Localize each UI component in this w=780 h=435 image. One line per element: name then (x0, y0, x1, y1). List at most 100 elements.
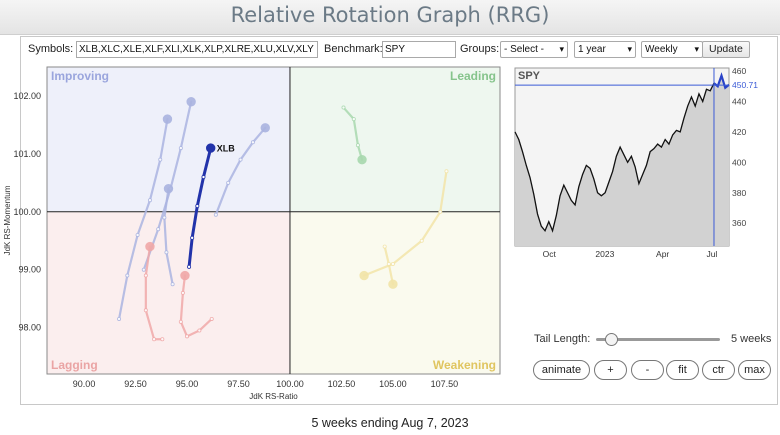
x-tick-label: 97.50 (227, 379, 250, 389)
tail-point (190, 235, 195, 240)
fit-button[interactable]: fit (666, 360, 699, 380)
tail-point (162, 215, 167, 220)
tail-line (163, 187, 174, 286)
chevron-down-icon: ▾ (559, 44, 564, 54)
quadrant-label-lagging: Lagging (51, 358, 98, 372)
tail-point (160, 337, 165, 342)
tail-point (187, 264, 192, 269)
tail-point (390, 261, 395, 266)
tail-point (355, 143, 360, 148)
tail-point (152, 337, 157, 342)
footer-caption: 5 weeks ending Aug 7, 2023 (311, 416, 469, 430)
faded-tail (117, 114, 173, 321)
tail-head-point (162, 114, 173, 124)
max-button[interactable]: max (738, 360, 771, 380)
quadrant-lagging (47, 211, 290, 374)
tail-point (444, 169, 449, 174)
chevron-down-icon: ▾ (694, 44, 699, 54)
tail-head-point (186, 97, 196, 107)
frequency-select-value: Weekly (645, 44, 678, 55)
tail-point (156, 227, 161, 232)
y-axis-label: JdK RS-Momentum (3, 185, 12, 255)
tail-point (226, 180, 231, 185)
tail-head-point (163, 183, 174, 194)
tail-head-point (388, 279, 398, 289)
x-tick-label: 90.00 (73, 379, 96, 389)
tail-point (386, 261, 391, 266)
x-tick-label: 95.00 (176, 379, 199, 389)
quadrant-label-improving: Improving (51, 69, 109, 83)
tail-point (147, 198, 152, 203)
y-tick-label: 99.00 (18, 265, 41, 275)
tail-length-slider-handle[interactable] (604, 333, 618, 346)
tail-head-point (260, 123, 270, 133)
faded-tail (359, 169, 449, 281)
tail-point (180, 290, 185, 295)
groups-select[interactable]: - Select - ▾ (500, 41, 568, 58)
x-tick-label: 107.50 (431, 379, 459, 389)
x-axis-label: JdK RS-Ratio (249, 392, 298, 401)
tail-point (195, 204, 200, 209)
tail-point (185, 334, 190, 339)
symbols-label: Symbols: (28, 43, 74, 55)
animate-button[interactable]: animate (533, 360, 590, 380)
quadrant-label-leading: Leading (450, 69, 496, 83)
tail-point (143, 308, 148, 313)
faded-tail (382, 244, 398, 289)
tail-point (164, 250, 169, 255)
benchmark-input[interactable]: SPY (382, 41, 456, 58)
tail-point (158, 157, 163, 162)
series-xlb: XLB (187, 143, 236, 269)
center-button[interactable]: ctr (702, 360, 735, 380)
symbols-input[interactable]: XLB,XLC,XLE,XLF,XLI,XLK,XLP,XLRE,XLU,XLV… (76, 41, 318, 58)
tail-head-point (145, 241, 155, 252)
tail-point (178, 146, 183, 151)
faded-tail (213, 123, 270, 217)
groups-label: Groups: (460, 43, 500, 55)
tail-point (178, 319, 183, 324)
period-select[interactable]: 1 year ▾ (574, 41, 636, 58)
tail-length-slider[interactable] (596, 333, 720, 346)
title-bar: Relative Rotation Graph (RRG) (0, 0, 780, 35)
quadrant-leading (289, 67, 500, 212)
y-tick-label: 98.00 (18, 323, 41, 333)
tail-length-label: Tail Length: (534, 333, 591, 345)
zoom-in-button[interactable]: + (594, 360, 627, 380)
tail-line (342, 106, 364, 161)
tail-point (438, 209, 443, 214)
y-tick-label: 102.00 (13, 91, 41, 101)
x-tick-label: 92.50 (124, 379, 147, 389)
series-label: XLB (217, 144, 236, 154)
tail-point (382, 244, 387, 249)
y-tick-label: 100.00 (13, 207, 41, 217)
tail-point (213, 212, 218, 217)
tail-point (351, 117, 356, 122)
tail-point (117, 316, 122, 321)
plot-frame (46, 66, 501, 375)
benchmark-label: Benchmark: (324, 43, 383, 55)
update-button[interactable]: Update (702, 41, 750, 58)
x-tick-label: 102.50 (328, 379, 356, 389)
zoom-out-button[interactable]: - (631, 360, 664, 380)
tail-head-point (359, 270, 369, 281)
faded-tail (178, 270, 214, 339)
tail-point (209, 316, 214, 321)
tail-point (341, 105, 346, 110)
faded-tail (162, 183, 175, 287)
quadrant-label-weakening: Weakening (433, 358, 496, 372)
tail-point (201, 175, 206, 180)
tail-line (179, 274, 213, 338)
groups-select-value: - Select - (504, 44, 545, 55)
tail-point (141, 267, 146, 272)
frequency-select[interactable]: Weekly ▾ (641, 41, 703, 58)
tail-point (197, 328, 202, 333)
tail-point (125, 273, 130, 278)
x-tick-label: 105.00 (379, 379, 407, 389)
x-tick-label: 100.00 (276, 379, 304, 389)
tail-point (135, 232, 140, 237)
period-select-value: 1 year (578, 44, 606, 55)
tail-point (250, 140, 255, 145)
tail-point (419, 238, 424, 243)
tail-head-point (357, 154, 367, 165)
faded-tail (341, 105, 367, 165)
